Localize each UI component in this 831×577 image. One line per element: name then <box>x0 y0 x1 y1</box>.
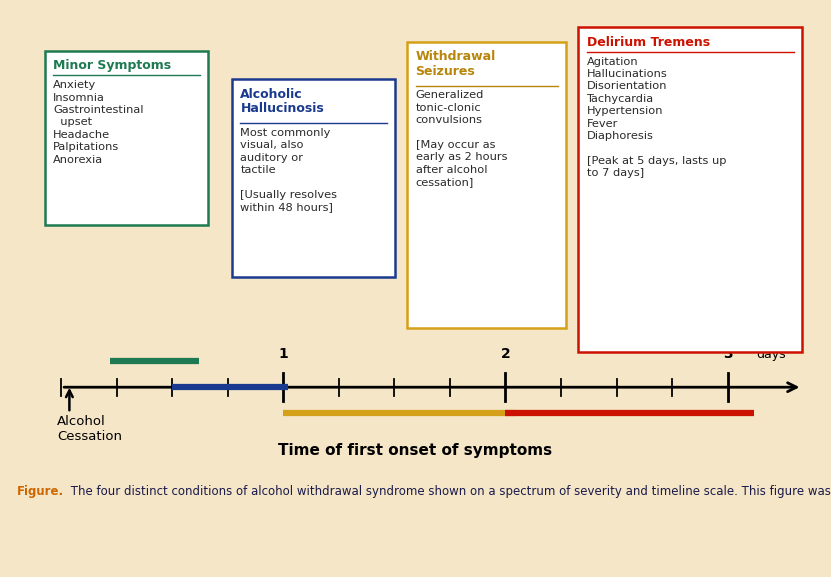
FancyBboxPatch shape <box>407 42 566 328</box>
Text: The four distinct conditions of alcohol withdrawal syndrome shown on a spectrum : The four distinct conditions of alcohol … <box>66 485 831 498</box>
Text: 1: 1 <box>278 347 288 361</box>
Text: 3: 3 <box>723 347 732 361</box>
Text: Figure.: Figure. <box>17 485 64 498</box>
Text: Minor Symptoms: Minor Symptoms <box>53 59 171 73</box>
Text: 2: 2 <box>500 347 510 361</box>
Text: Generalized
tonic-clonic
convulsions

[May occur as
early as 2 hours
after alcoh: Generalized tonic-clonic convulsions [Ma… <box>416 91 507 188</box>
FancyBboxPatch shape <box>45 51 208 225</box>
Text: Anxiety
Insomnia
Gastrointestinal
  upset
Headache
Palpitations
Anorexia: Anxiety Insomnia Gastrointestinal upset … <box>53 80 144 164</box>
Text: Delirium Tremens: Delirium Tremens <box>587 36 710 49</box>
FancyBboxPatch shape <box>233 79 396 277</box>
FancyBboxPatch shape <box>578 28 802 352</box>
Text: Time of first onset of symptoms: Time of first onset of symptoms <box>278 443 553 458</box>
Text: Most commonly
visual, also
auditory or
tactile

[Usually resolves
within 48 hour: Most commonly visual, also auditory or t… <box>240 128 337 212</box>
Text: Agitation
Hallucinations
Disorientation
Tachycardia
Hypertension
Fever
Diaphores: Agitation Hallucinations Disorientation … <box>587 57 726 178</box>
Text: days: days <box>756 349 785 361</box>
Text: Alcoholic
Hallucinosis: Alcoholic Hallucinosis <box>240 88 324 115</box>
Text: Withdrawal
Seizures: Withdrawal Seizures <box>416 50 496 77</box>
Text: Alcohol
Cessation: Alcohol Cessation <box>57 415 122 444</box>
